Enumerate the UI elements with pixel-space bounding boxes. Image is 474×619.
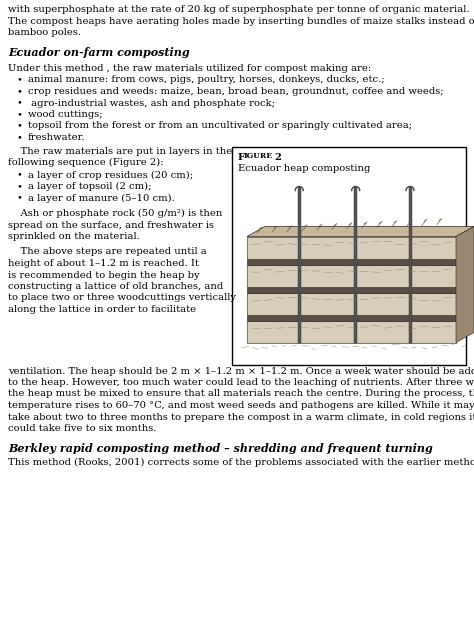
Text: could take five to six months.: could take five to six months. — [8, 424, 156, 433]
Text: ventilation. The heap should be 2 m × 1–1.2 m × 1–1.2 m. Once a week water shoul: ventilation. The heap should be 2 m × 1–… — [8, 366, 474, 376]
Text: •: • — [16, 76, 22, 85]
Text: spread on the surface, and freshwater is: spread on the surface, and freshwater is — [8, 220, 214, 230]
Text: temperature rises to 60–70 °C, and most weed seeds and pathogens are killed. Whi: temperature rises to 60–70 °C, and most … — [8, 401, 474, 410]
Text: crop residues and weeds: maize, bean, broad bean, groundnut, coffee and weeds;: crop residues and weeds: maize, bean, br… — [28, 87, 444, 96]
Text: topsoil from the forest or from an uncultivated or sparingly cultivated area;: topsoil from the forest or from an uncul… — [28, 121, 412, 131]
Text: This method (Rooks, 2001) corrects some of the problems associated with the earl: This method (Rooks, 2001) corrects some … — [8, 458, 474, 467]
Bar — [409, 186, 411, 342]
Text: Ecuador on-farm composting: Ecuador on-farm composting — [8, 48, 190, 59]
Bar — [232, 147, 466, 365]
Text: bamboo poles.: bamboo poles. — [8, 28, 81, 37]
Bar — [247, 259, 456, 264]
Bar — [298, 186, 301, 342]
Text: agro-industrial wastes, ash and phosphate rock;: agro-industrial wastes, ash and phosphat… — [28, 98, 275, 108]
Bar — [247, 293, 456, 314]
Text: The raw materials are put in layers in the: The raw materials are put in layers in t… — [8, 147, 232, 155]
Bar — [247, 287, 456, 293]
Text: is recommended to begin the heap by: is recommended to begin the heap by — [8, 271, 200, 280]
Text: The compost heaps have aerating holes made by inserting bundles of maize stalks : The compost heaps have aerating holes ma… — [8, 17, 474, 25]
Text: The above steps are repeated until a: The above steps are repeated until a — [8, 248, 207, 256]
Bar — [247, 236, 456, 259]
Text: a layer of topsoil (2 cm);: a layer of topsoil (2 cm); — [28, 182, 152, 191]
Text: freshwater.: freshwater. — [28, 133, 85, 142]
Text: a layer of crop residues (20 cm);: a layer of crop residues (20 cm); — [28, 170, 193, 180]
Text: Ecuador heap composting: Ecuador heap composting — [238, 164, 370, 173]
Text: 2: 2 — [274, 152, 281, 162]
Bar — [247, 321, 456, 342]
Text: height of about 1–1.2 m is reached. It: height of about 1–1.2 m is reached. It — [8, 259, 199, 268]
Polygon shape — [247, 227, 474, 236]
Text: to place two or three woodcuttings vertically: to place two or three woodcuttings verti… — [8, 293, 236, 303]
Text: take about two to three months to prepare the compost in a warm climate, in cold: take about two to three months to prepar… — [8, 412, 474, 422]
Polygon shape — [456, 227, 474, 342]
Text: sprinkled on the material.: sprinkled on the material. — [8, 232, 140, 241]
Text: constructing a lattice of old branches, and: constructing a lattice of old branches, … — [8, 282, 223, 291]
Text: F: F — [238, 152, 245, 162]
Text: •: • — [16, 182, 22, 191]
Text: wood cuttings;: wood cuttings; — [28, 110, 103, 119]
Bar — [354, 186, 357, 342]
Text: a layer of manure (5–10 cm).: a layer of manure (5–10 cm). — [28, 194, 175, 202]
Text: Ash or phosphate rock (50 g/m²) is then: Ash or phosphate rock (50 g/m²) is then — [8, 209, 222, 218]
Text: •: • — [16, 194, 22, 202]
Bar — [247, 264, 456, 287]
Text: •: • — [16, 133, 22, 142]
Text: Under this method , the raw materials utilized for compost making are:: Under this method , the raw materials ut… — [8, 64, 371, 73]
Text: along the lattice in order to facilitate: along the lattice in order to facilitate — [8, 305, 196, 314]
Text: •: • — [16, 110, 22, 119]
Text: •: • — [16, 98, 22, 108]
Text: the heap must be mixed to ensure that all materials reach the centre. During the: the heap must be mixed to ensure that al… — [8, 389, 474, 399]
Text: animal manure: from cows, pigs, poultry, horses, donkeys, ducks, etc.;: animal manure: from cows, pigs, poultry,… — [28, 76, 384, 85]
Text: IGURE: IGURE — [244, 152, 273, 160]
Text: to the heap. However, too much water could lead to the leaching of nutrients. Af: to the heap. However, too much water cou… — [8, 378, 474, 387]
Text: •: • — [16, 170, 22, 180]
Text: following sequence (Figure 2):: following sequence (Figure 2): — [8, 158, 164, 167]
Text: •: • — [16, 121, 22, 131]
Bar — [247, 314, 456, 321]
Text: •: • — [16, 87, 22, 96]
Text: Berkley rapid composting method – shredding and frequent turning: Berkley rapid composting method – shredd… — [8, 443, 433, 454]
Text: with superphosphate at the rate of 20 kg of superphosphate per tonne of organic : with superphosphate at the rate of 20 kg… — [8, 5, 470, 14]
